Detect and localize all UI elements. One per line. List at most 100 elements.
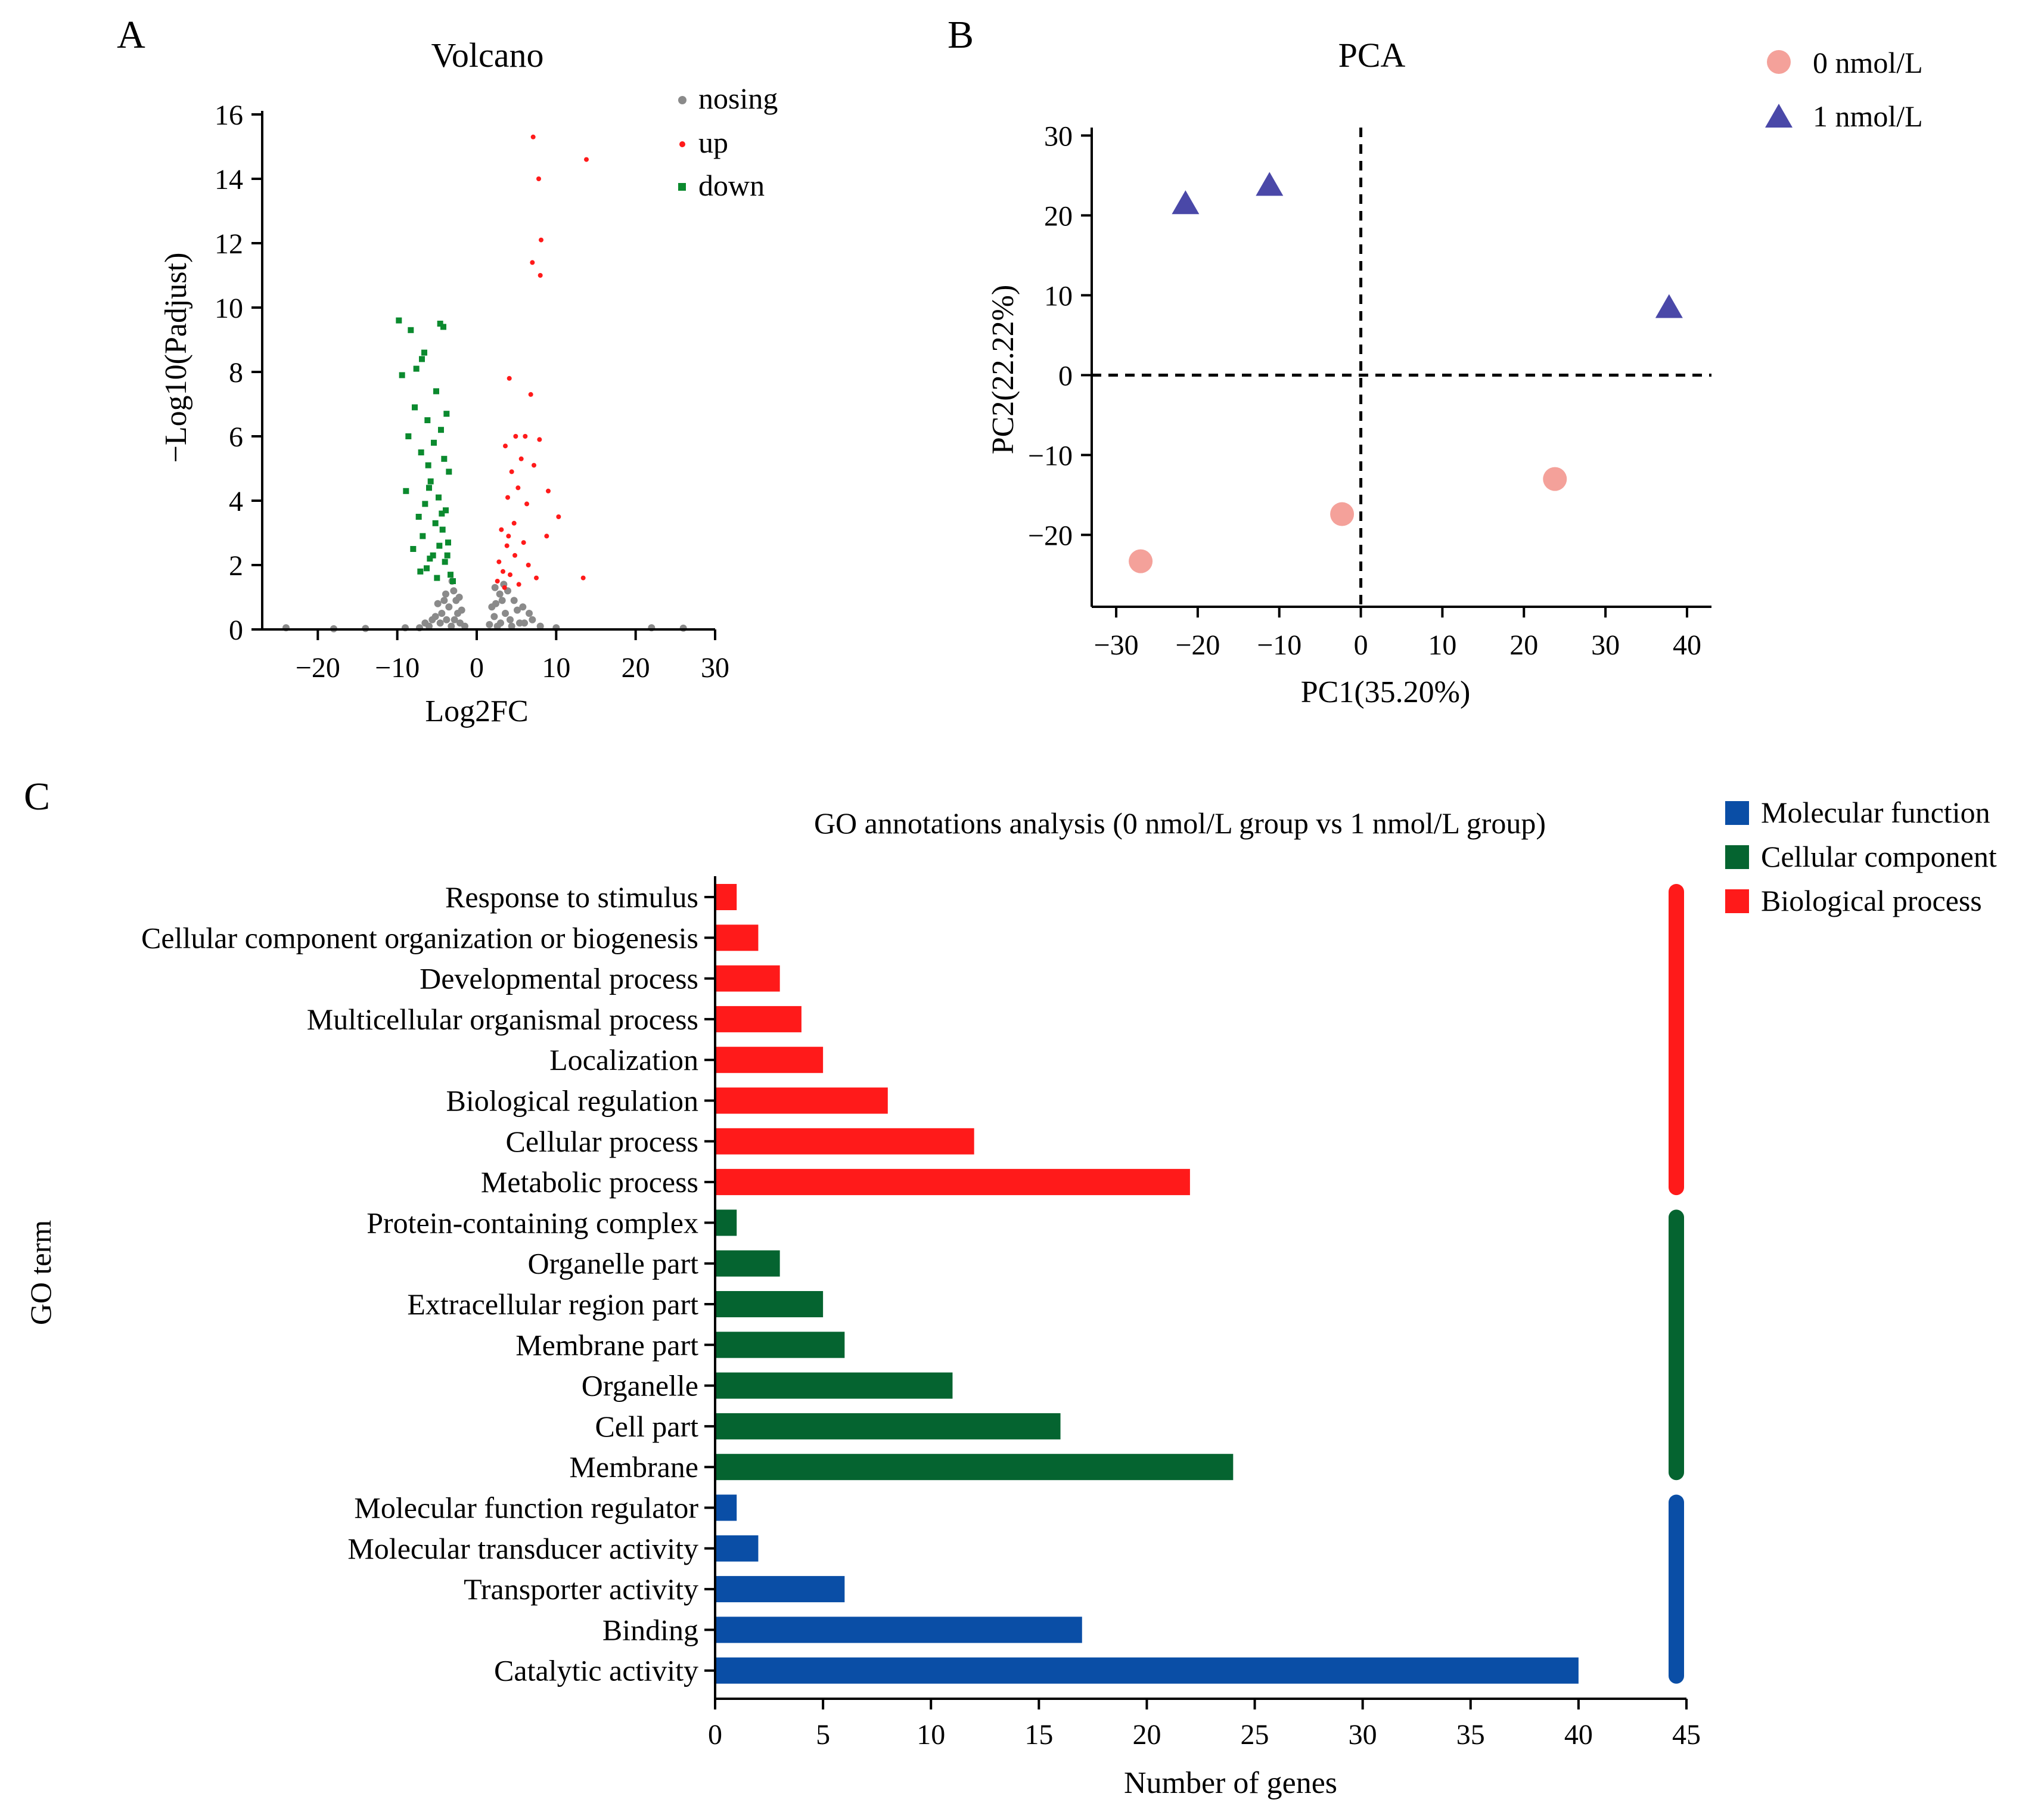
volcano-y-tick-label: 4: [229, 486, 243, 517]
volcano-point-down: [427, 478, 434, 485]
pca-x-label: PC1(35.20%): [1301, 675, 1471, 709]
panel-label-b: B: [948, 13, 974, 57]
go-x-tick-label: 40: [1564, 1719, 1593, 1751]
volcano-point-nosig: [679, 624, 687, 632]
go-bar-cc: [715, 1332, 845, 1358]
volcano-point-down: [437, 321, 443, 327]
go-x-tick-label: 45: [1672, 1719, 1701, 1751]
go-y-label: GO term: [24, 1220, 57, 1325]
go-legend-cc-swatch: [1725, 845, 1749, 869]
go-x-tick-label: 15: [1024, 1719, 1053, 1751]
volcano-point-nosig: [510, 597, 518, 604]
volcano-point-nosig: [514, 606, 521, 614]
volcano-point-up: [544, 533, 549, 539]
volcano-point-nosig: [508, 622, 515, 630]
volcano-point-up: [496, 559, 502, 564]
pca-legend-1nmol-marker: [1765, 104, 1793, 128]
volcano-x-label: Log2FC: [425, 694, 528, 728]
volcano-x-tick-label: 20: [622, 652, 650, 684]
volcano-point-nosig: [455, 594, 463, 601]
go-bar-cc: [715, 1209, 737, 1236]
go-title: GO annotations analysis (0 nmol/L group …: [814, 806, 1546, 840]
pca-point-0nmol: [1129, 549, 1153, 573]
go-category-label: Cellular component organization or bioge…: [141, 921, 698, 954]
volcano-point-nosig: [519, 603, 527, 611]
panel-label-c: C: [24, 775, 50, 818]
volcano-point-down: [396, 317, 402, 324]
go-bar-mf: [715, 1535, 759, 1562]
volcano-point-nosig: [451, 616, 458, 623]
volcano-legend-up-marker: [679, 141, 685, 147]
volcano-x-tick-label: 10: [542, 652, 570, 684]
pca-x-tick-label: 0: [1354, 629, 1368, 661]
volcano-point-up: [521, 540, 526, 545]
go-bar-bp: [715, 884, 737, 910]
volcano-point-nosig: [440, 597, 448, 604]
go-bar-bp: [715, 965, 780, 992]
volcano-point-nosig: [488, 603, 496, 611]
go-category-label: Organelle part: [528, 1247, 699, 1280]
volcano-point-up: [501, 569, 505, 574]
go-category-label: Membrane: [569, 1450, 698, 1484]
volcano-point-down: [403, 488, 409, 494]
volcano-y-tick-label: 10: [215, 293, 243, 324]
pca-x-tick-label: 20: [1509, 629, 1538, 661]
go-bar-bp: [715, 1087, 888, 1114]
volcano-point-down: [439, 510, 445, 517]
volcano-point-nosig: [442, 590, 449, 598]
pca-y-tick-label: −20: [1028, 520, 1073, 551]
pca-x-tick-label: −10: [1257, 629, 1301, 661]
volcano-point-down: [442, 559, 448, 565]
volcano-point-up: [538, 273, 543, 278]
go-bar-mf: [715, 1494, 737, 1521]
volcano-point-down: [405, 433, 412, 439]
volcano-point-down: [417, 568, 424, 575]
go-category-label: Cellular process: [505, 1125, 698, 1158]
volcano-point-down: [441, 455, 448, 462]
pca-y-tick-label: 10: [1044, 280, 1073, 312]
volcano-point-up: [502, 585, 507, 590]
volcano-point-down: [425, 462, 431, 468]
volcano-point-down: [426, 485, 432, 491]
go-category-label: Developmental process: [420, 962, 698, 995]
volcano-point-up: [524, 501, 529, 507]
go-group-bar-mf: [1669, 1494, 1684, 1684]
volcano-point-down: [444, 552, 451, 559]
pca-x-tick-label: 40: [1673, 629, 1701, 661]
volcano-point-nosig: [507, 616, 514, 623]
volcano-point-up: [506, 533, 511, 539]
go-bar-cc: [715, 1413, 1061, 1439]
volcano-legend-down: down: [698, 169, 765, 202]
volcano-point-up: [528, 392, 533, 397]
volcano-point-up: [495, 579, 500, 584]
volcano-point-down: [419, 356, 425, 362]
go-bar-bp: [715, 1047, 824, 1073]
go-x-tick-label: 0: [708, 1719, 722, 1751]
volcano-point-nosig: [443, 616, 451, 623]
volcano-point-up: [526, 563, 531, 567]
volcano-y-label: −Log10(Padjust): [159, 253, 193, 463]
volcano-point-nosig: [448, 622, 455, 630]
go-category-label: Cell part: [595, 1410, 698, 1443]
volcano-point-down: [422, 501, 428, 507]
volcano-point-up: [546, 488, 551, 494]
go-category-label: Protein-containing complex: [366, 1206, 698, 1239]
volcano-point-nosig: [450, 587, 458, 595]
go-bar-bp: [715, 1006, 802, 1032]
volcano-point-up: [539, 237, 543, 243]
volcano-point-down: [430, 552, 436, 559]
go-category-label: Extracellular region part: [407, 1287, 698, 1321]
volcano-point-up: [511, 520, 517, 526]
go-x-tick-label: 35: [1456, 1719, 1485, 1751]
go-x-tick-label: 5: [816, 1719, 830, 1751]
go-bar-bp: [715, 1128, 974, 1155]
go-bar-bp: [715, 924, 759, 951]
go-category-label: Organelle: [582, 1369, 698, 1403]
volcano-point-down: [424, 417, 431, 423]
volcano-point-nosig: [491, 584, 499, 591]
go-bar-bp: [715, 1169, 1190, 1196]
pca-panel: B PCA −30 −20 −10 0 10 20 30 40 −20 −10 0 10 20 30 PC1(3…: [948, 13, 1923, 709]
volcano-point-nosig: [516, 619, 523, 627]
volcano-legend-up: up: [698, 126, 728, 159]
